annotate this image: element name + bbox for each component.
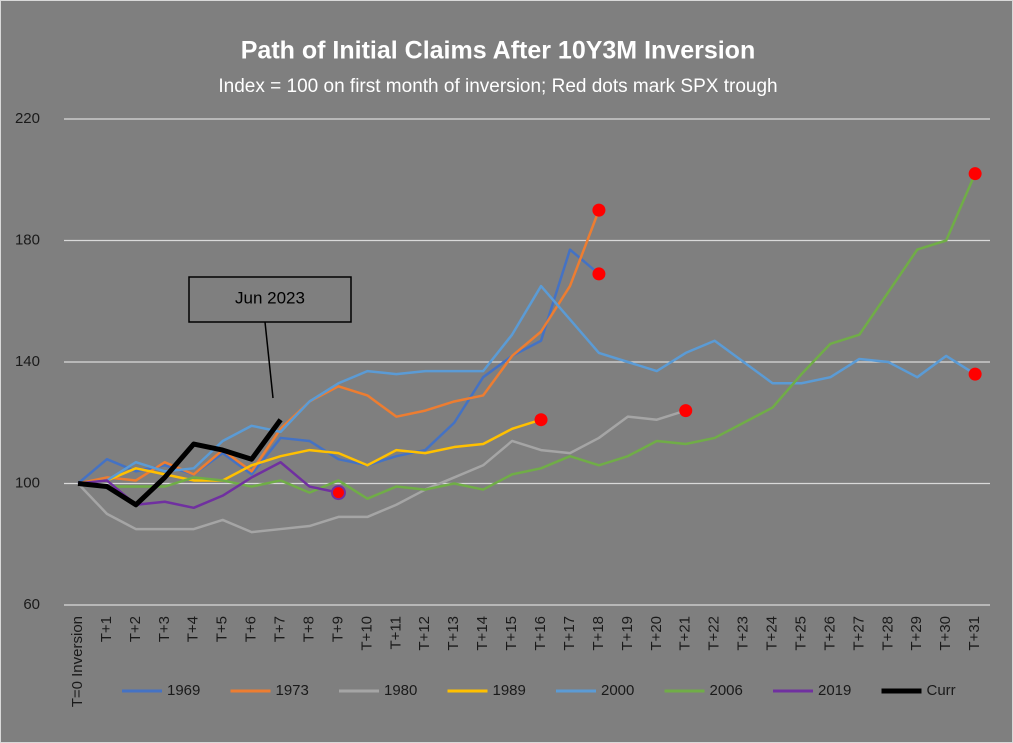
legend-label: 1969 <box>167 682 200 699</box>
x-tick-label: T+2 <box>127 616 144 642</box>
x-tick-label: T=0 Inversion <box>69 616 86 707</box>
x-tick-label: T+21 <box>677 616 694 651</box>
trough-dot <box>968 367 982 381</box>
x-tick-label: T+6 <box>243 616 260 642</box>
x-tick-label: T+28 <box>879 616 896 651</box>
x-tick-label: T+4 <box>185 616 202 642</box>
y-tick-label: 180 <box>15 231 40 248</box>
x-tick-label: T+3 <box>156 616 173 642</box>
trough-dot <box>330 485 346 501</box>
x-tick-label: T+30 <box>937 616 954 651</box>
series-line <box>77 418 283 508</box>
legend-label: 2006 <box>710 682 743 699</box>
series-line <box>77 409 687 534</box>
legend-label: 1973 <box>276 682 309 699</box>
x-tick-label: T+31 <box>966 616 983 651</box>
series-line <box>77 173 977 500</box>
x-tick-label: T+5 <box>214 616 231 642</box>
series-line <box>77 209 601 485</box>
series-line <box>77 284 976 485</box>
x-tick-label: T+9 <box>329 616 346 642</box>
x-tick-label: T+20 <box>648 616 665 651</box>
legend-label: 1989 <box>493 682 526 699</box>
series-line <box>77 418 542 485</box>
x-tick-label: T+11 <box>387 616 404 650</box>
y-tick-label: 220 <box>15 110 40 127</box>
x-tick-label: T+15 <box>503 616 520 651</box>
annotation-arrow <box>264 321 274 399</box>
y-tick-label: 140 <box>15 353 40 370</box>
x-tick-label: T+25 <box>792 616 809 651</box>
legend-label: 1980 <box>384 682 417 699</box>
x-tick-label: T+16 <box>532 616 549 651</box>
trough-dot <box>534 413 548 427</box>
x-tick-label: T+26 <box>821 616 838 651</box>
annotation-box <box>188 276 352 323</box>
trough-dot <box>679 404 693 418</box>
legend-label: Curr <box>927 682 956 699</box>
y-tick-label: 100 <box>15 474 40 491</box>
x-tick-label: T+29 <box>908 616 925 651</box>
x-tick-label: T+17 <box>561 616 578 651</box>
x-tick-label: T+27 <box>850 616 867 651</box>
x-tick-label: T+18 <box>590 616 607 651</box>
y-tick-label: 60 <box>23 596 40 613</box>
trough-dot <box>968 167 982 181</box>
trough-dot <box>592 203 606 217</box>
x-tick-label: T+1 <box>98 616 115 642</box>
x-tick-label: T+24 <box>764 616 781 651</box>
x-tick-label: T+19 <box>619 616 636 651</box>
x-tick-label: T+7 <box>272 616 289 642</box>
x-tick-label: T+12 <box>416 616 433 651</box>
series-line <box>77 460 339 510</box>
trough-dot <box>592 267 606 281</box>
x-tick-label: T+23 <box>735 616 752 651</box>
x-tick-label: T+8 <box>300 616 317 642</box>
x-tick-label: T+13 <box>445 616 462 651</box>
x-tick-label: T+10 <box>358 616 375 651</box>
chart-title: Path of Initial Claims After 10Y3M Inver… <box>241 37 755 65</box>
legend-label: 2000 <box>601 682 634 699</box>
x-tick-label: T+14 <box>474 616 491 651</box>
x-tick-label: T+22 <box>706 616 723 651</box>
legend-label: 2019 <box>818 682 851 699</box>
chart-subtitle: Index = 100 on first month of inversion;… <box>218 76 777 97</box>
annotation-text: Jun 2023 <box>235 288 305 307</box>
